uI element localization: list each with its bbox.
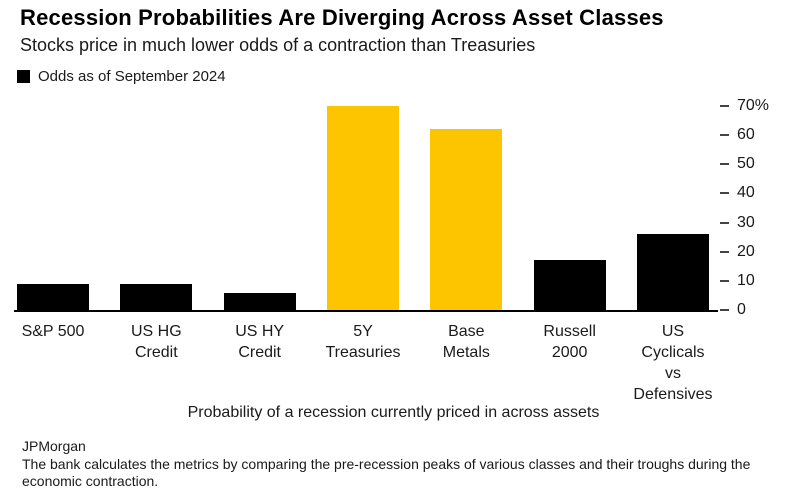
y-tick-mark — [720, 279, 729, 282]
footnote: The bank calculates the metrics by compa… — [22, 456, 751, 489]
y-tick-0: 0 — [720, 301, 787, 319]
x-tick-label-s-p-500: S&P 500 — [21, 323, 85, 340]
x-tick-label-us-cyclicals-vs-defensives: US Cyclicals vs Defensives — [633, 323, 713, 403]
y-tick-40: 40 — [720, 184, 787, 202]
x-tick-label-us-hy-credit: US HY Credit — [235, 323, 285, 361]
chart-title: Recession Probabilities Are Diverging Ac… — [20, 5, 664, 30]
y-tick-20: 20 — [720, 243, 787, 261]
y-tick-label: 40 — [737, 184, 755, 202]
y-tick-70: 70% — [720, 97, 787, 115]
bar-base-metals — [430, 129, 503, 310]
y-tick-50: 50 — [720, 155, 787, 173]
x-tick-label-russell-2000: Russell 2000 — [543, 323, 596, 361]
x-tick-label-5y-treasuries: 5Y Treasuries — [325, 323, 401, 361]
bar-us-cyclicals-vs-defensives — [636, 234, 709, 310]
y-tick-mark — [720, 221, 729, 224]
y-tick-label: 30 — [737, 213, 755, 231]
y-tick-mark — [720, 309, 729, 311]
bar-us-hg-credit — [120, 284, 193, 310]
y-tick-label: 0 — [737, 301, 746, 318]
plot-area — [14, 100, 718, 312]
bar-s-p-500 — [17, 284, 89, 310]
y-tick-mark — [720, 163, 729, 166]
y-tick-label: 20 — [737, 242, 755, 260]
bar-us-hy-credit — [223, 293, 296, 310]
y-tick-label: 60 — [737, 126, 755, 144]
x-tick-label-us-hg-credit: US HG Credit — [130, 323, 182, 361]
y-axis: 70% 60 50 40 30 20 10 0 — [720, 97, 787, 318]
legend-label: Odds as of September 2024 — [38, 68, 226, 85]
y-tick-label: 50 — [737, 155, 755, 173]
y-tick-label: 70% — [737, 97, 770, 114]
axis-caption: Probability of a recession currently pri… — [187, 404, 600, 421]
y-tick-mark — [720, 250, 729, 253]
legend: Odds as of September 2024 — [17, 68, 226, 85]
legend-swatch-icon — [17, 70, 30, 83]
source-label: JPMorgan — [22, 438, 86, 454]
y-tick-10: 10 — [720, 272, 787, 290]
bar-russell-2000 — [533, 260, 606, 310]
y-tick-30: 30 — [720, 214, 787, 232]
y-tick-label: 10 — [737, 271, 755, 289]
x-axis-labels: S&P 500 US HG Credit US HY Credit 5Y Treasu… — [14, 321, 718, 403]
chart-subtitle: Stocks price in much lower odds of a con… — [20, 35, 536, 55]
y-tick-mark — [720, 105, 729, 107]
y-tick-60: 60 — [720, 126, 787, 144]
bar-5y-treasuries — [326, 106, 399, 310]
x-tick-label-base-metals: Base Metals — [442, 323, 490, 361]
y-tick-mark — [720, 192, 729, 195]
y-tick-mark — [720, 134, 729, 137]
